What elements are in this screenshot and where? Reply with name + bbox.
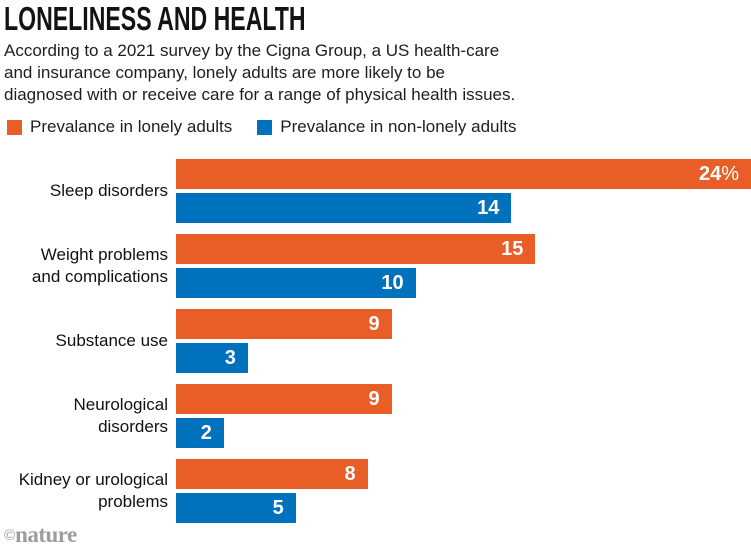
legend-label-lonely: Prevalance in lonely adults: [30, 117, 233, 136]
bar-group: 15 10: [176, 234, 751, 298]
non-lonely-adults-bar: 10: [176, 268, 416, 298]
bar-group: 8 5: [176, 459, 751, 523]
bar-value-label: 9: [368, 388, 380, 410]
bar-value-label: 9: [368, 313, 380, 335]
category-label: Sleep disorders: [49, 181, 168, 200]
chart-row: Sleep disorders 24% 14: [0, 159, 751, 223]
bar-chart: Sleep disorders 24% 14 Weight problems a…: [0, 159, 751, 523]
copyright-symbol: ©: [4, 527, 16, 544]
bar-value-label: 8: [344, 463, 356, 485]
bar-value-label: 5: [272, 497, 284, 519]
chart-subtitle: According to a 2021 survey by the Cigna …: [4, 41, 516, 104]
bar-value-label: 14: [477, 197, 500, 219]
bar-value-label: 24%: [698, 163, 739, 185]
bar-group: 24% 14: [176, 159, 751, 223]
chart-row: Weight problems and complications 15 10: [0, 234, 751, 298]
chart-row: Neurological disorders 9 2: [0, 384, 751, 448]
bar-group: 9 2: [176, 384, 751, 448]
chart-header: LONELINESS AND HEALTH According to a 202…: [0, 0, 751, 136]
legend-label-non-lonely: Prevalance in non-lonely adults: [280, 117, 517, 136]
nature-logo: ©nature: [4, 522, 77, 548]
nature-brand: nature: [15, 522, 77, 547]
lonely-adults-bar: 15: [176, 234, 536, 264]
orange-swatch-icon: [7, 119, 22, 135]
blue-swatch-icon: [257, 119, 273, 135]
lonely-adults-bar: 24%: [176, 159, 751, 189]
bar-group: 9 3: [176, 309, 751, 373]
chart-row: Kidney or urological problems 8 5: [0, 459, 751, 523]
bar-value-label: 3: [224, 347, 236, 369]
non-lonely-adults-bar: 14: [176, 193, 512, 223]
page-title: LONELINESS AND HEALTH: [4, 0, 306, 37]
lonely-adults-bar: 9: [176, 309, 392, 339]
chart-row: Substance use 9 3: [0, 309, 751, 373]
category-label: Kidney or urological problems: [18, 470, 168, 511]
legend: Prevalance in lonely adults Prevalance i…: [7, 117, 751, 137]
bar-value-label: 2: [200, 422, 212, 444]
category-label: Neurological disorders: [73, 395, 169, 436]
legend-item-lonely: Prevalance in lonely adults: [7, 117, 232, 137]
lonely-adults-bar: 8: [176, 459, 368, 489]
bar-value-label: 10: [381, 272, 404, 294]
bar-value-label: 15: [501, 238, 524, 260]
lonely-adults-bar: 9: [176, 384, 392, 414]
non-lonely-adults-bar: 3: [176, 343, 248, 373]
non-lonely-adults-bar: 2: [176, 418, 224, 448]
legend-item-non-lonely: Prevalance in non-lonely adults: [257, 117, 517, 137]
category-label: Substance use: [55, 331, 168, 350]
category-label: Weight problems and complications: [31, 245, 168, 286]
non-lonely-adults-bar: 5: [176, 493, 296, 523]
